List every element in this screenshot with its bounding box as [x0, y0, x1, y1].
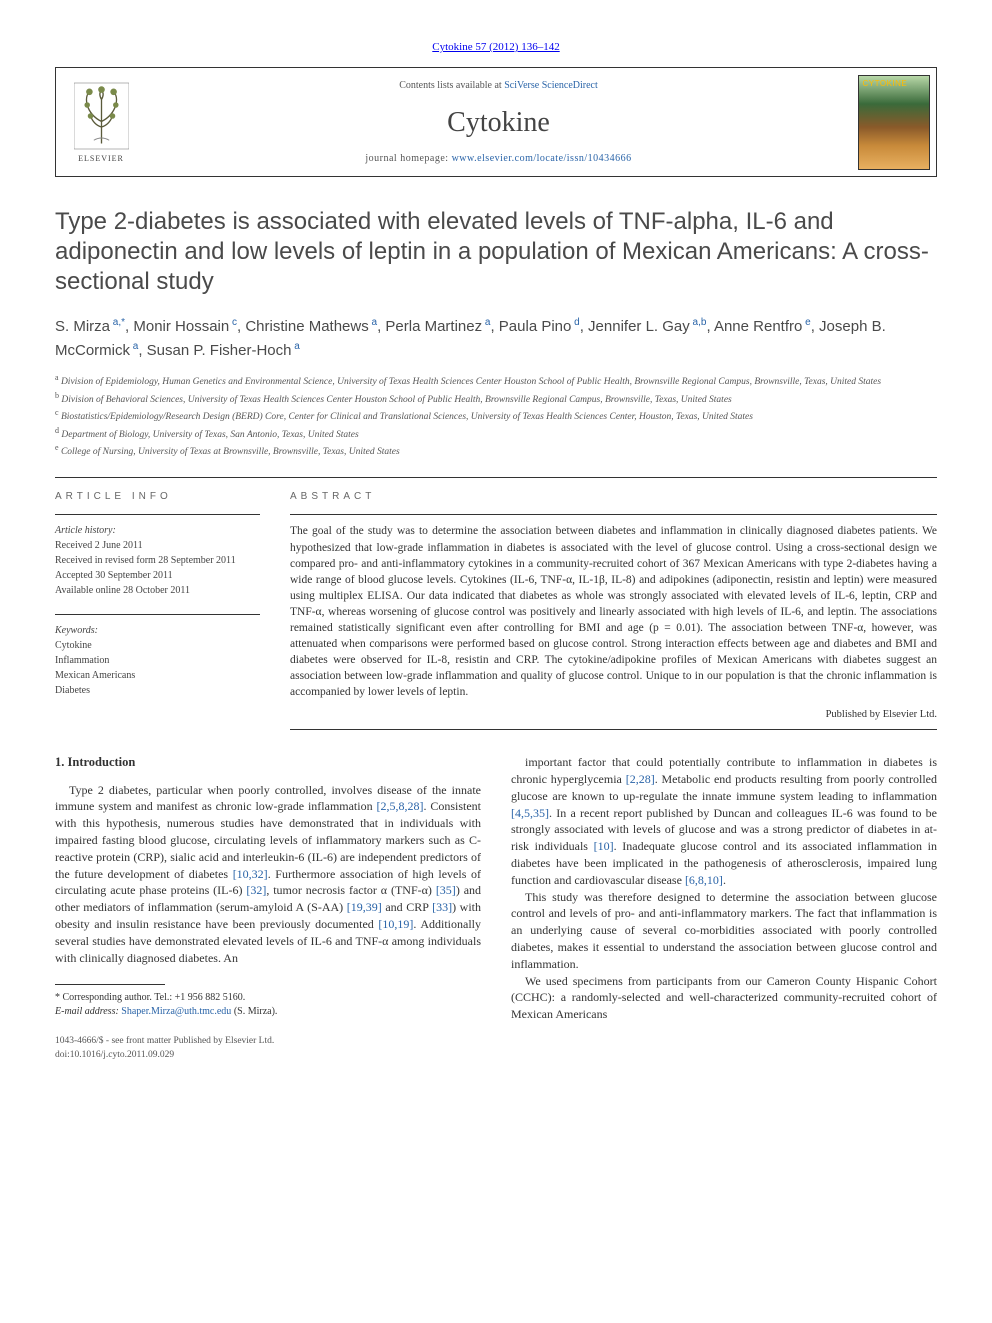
body-paragraph: We used specimens from participants from… — [511, 973, 937, 1023]
contents-prefix: Contents lists available at — [399, 80, 504, 91]
divider — [55, 477, 937, 478]
divider — [290, 729, 937, 730]
homepage-prefix: journal homepage: — [365, 153, 451, 164]
elsevier-logo: ELSEVIER — [56, 68, 146, 176]
corresponding-footnote: * Corresponding author. Tel.: +1 956 882… — [55, 991, 481, 1019]
affiliation-line: d Department of Biology, University of T… — [55, 425, 937, 442]
body-paragraph: Type 2 diabetes, particular when poorly … — [55, 782, 481, 967]
journal-ref-link[interactable]: Cytokine 57 (2012) 136–142 — [432, 41, 559, 53]
keywords-label: Keywords: — [55, 623, 260, 638]
cover-title: CYTOKINE — [863, 78, 908, 89]
body-paragraph: This study was therefore designed to det… — [511, 889, 937, 973]
keyword: Diabetes — [55, 683, 260, 698]
article-history: Article history: Received 2 June 2011Rec… — [55, 514, 260, 598]
footnote-separator — [55, 984, 165, 985]
affiliation-line: e College of Nursing, University of Texa… — [55, 442, 937, 459]
body-col-left: 1. Introduction Type 2 diabetes, particu… — [55, 754, 481, 1062]
affiliation-line: b Division of Behavioral Sciences, Unive… — [55, 390, 937, 407]
meta-abstract-row: ARTICLE INFO Article history: Received 2… — [55, 490, 937, 730]
history-line: Received in revised form 28 September 20… — [55, 553, 260, 568]
issn-line: 1043-4666/$ - see front matter Published… — [55, 1035, 481, 1048]
body-col-right: important factor that could potentially … — [511, 754, 937, 1062]
email-link[interactable]: Shaper.Mirza@uth.tmc.edu — [121, 1006, 231, 1017]
history-line: Received 2 June 2011 — [55, 538, 260, 553]
history-label: Article history: — [55, 523, 260, 538]
publisher-line: Published by Elsevier Ltd. — [290, 708, 937, 723]
article-info-label: ARTICLE INFO — [55, 490, 260, 504]
article-info-column: ARTICLE INFO Article history: Received 2… — [55, 490, 260, 730]
contents-list-line: Contents lists available at SciVerse Sci… — [399, 79, 598, 93]
sciverse-link[interactable]: SciVerse ScienceDirect — [504, 80, 598, 91]
email-label: E-mail address: — [55, 1006, 121, 1017]
doi-line: doi:10.1016/j.cyto.2011.09.029 — [55, 1049, 481, 1062]
elsevier-tree-icon — [74, 81, 129, 151]
keyword: Mexican Americans — [55, 668, 260, 683]
keywords-block: Keywords: CytokineInflammationMexican Am… — [55, 614, 260, 698]
history-line: Available online 28 October 2011 — [55, 583, 260, 598]
body-columns: 1. Introduction Type 2 diabetes, particu… — [55, 754, 937, 1062]
header-band: ELSEVIER Contents lists available at Sci… — [55, 67, 937, 177]
journal-cover-thumb: CYTOKINE — [851, 68, 936, 176]
email-line: E-mail address: Shaper.Mirza@uth.tmc.edu… — [55, 1005, 481, 1019]
elsevier-label: ELSEVIER — [78, 153, 124, 164]
body-paragraph: important factor that could potentially … — [511, 754, 937, 888]
email-suffix: (S. Mirza). — [231, 1006, 277, 1017]
corr-author-line: * Corresponding author. Tel.: +1 956 882… — [55, 991, 481, 1005]
abstract-label: ABSTRACT — [290, 490, 937, 504]
affiliation-line: a Division of Epidemiology, Human Geneti… — [55, 372, 937, 389]
journal-name: Cytokine — [447, 103, 550, 142]
affiliation-line: c Biostatistics/Epidemiology/Research De… — [55, 407, 937, 424]
section-heading: 1. Introduction — [55, 754, 481, 772]
affiliations: a Division of Epidemiology, Human Geneti… — [55, 372, 937, 459]
homepage-link[interactable]: www.elsevier.com/locate/issn/10434666 — [452, 153, 632, 164]
keyword: Inflammation — [55, 653, 260, 668]
page-footer: 1043-4666/$ - see front matter Published… — [55, 1035, 481, 1062]
article-title: Type 2-diabetes is associated with eleva… — [55, 207, 937, 297]
abstract-column: ABSTRACT The goal of the study was to de… — [290, 490, 937, 730]
journal-homepage-line: journal homepage: www.elsevier.com/locat… — [365, 152, 631, 166]
header-center: Contents lists available at SciVerse Sci… — [146, 68, 851, 176]
history-line: Accepted 30 September 2011 — [55, 568, 260, 583]
keyword: Cytokine — [55, 638, 260, 653]
author-list: S. Mirza a,*, Monir Hossain c, Christine… — [55, 315, 937, 362]
abstract-text: The goal of the study was to determine t… — [290, 514, 937, 700]
journal-reference: Cytokine 57 (2012) 136–142 — [55, 40, 937, 55]
